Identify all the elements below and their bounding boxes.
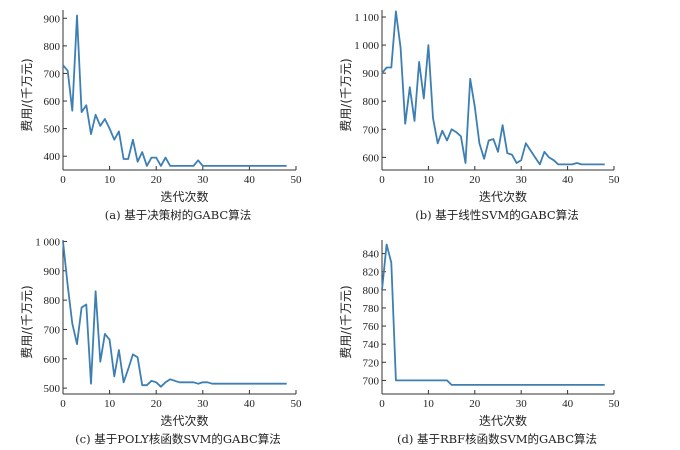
x-tick-label: 40 (244, 398, 256, 410)
y-tick-label: 600 (44, 354, 61, 366)
y-tick-label: 900 (363, 68, 380, 80)
chart-caption: (d) 基于RBF核函数SVM的GABC算法 (397, 432, 597, 446)
y-tick-label: 700 (363, 124, 380, 136)
x-tick-label: 50 (291, 174, 303, 186)
y-tick-label: 820 (363, 267, 380, 279)
chart-panel-1: 0 10 20 30 40 50 600 700 800 900 1 000 1 100 迭代次数 费用/… (339, 10, 620, 222)
y-tick-label: 720 (363, 357, 380, 369)
x-tick-label: 40 (562, 398, 574, 410)
x-tick-label: 40 (244, 174, 256, 186)
y-tick-label: 500 (44, 124, 61, 136)
series-line (381, 10, 605, 166)
x-tick-label: 50 (609, 174, 621, 186)
x-tick-label: 10 (423, 398, 435, 410)
x-axis-label: 迭代次数 (479, 413, 527, 428)
series-line (62, 241, 287, 388)
x-tick-label: 30 (197, 398, 209, 410)
y-tick-label: 840 (363, 249, 380, 261)
y-tick-label: 600 (44, 96, 61, 108)
y-tick-label: 700 (44, 324, 61, 336)
x-tick-label: 30 (197, 174, 209, 186)
chart-panel-3: 0 10 20 30 40 50 700 720 740 760 780 800 820 840 迭代次数 费… (339, 240, 620, 446)
y-tick-label: 1 000 (35, 236, 60, 248)
chart-caption: (b) 基于线性SVM的GABC算法 (415, 208, 578, 222)
chart-panel-2: 0 10 20 30 40 50 500 600 700 800 900 1 000 迭代次数 费用/(千… (20, 236, 302, 446)
y-tick-label: 800 (363, 96, 380, 108)
y-tick-label: 900 (44, 266, 61, 278)
chart-panel-0: 0 10 20 30 40 50 400 500 600 700 800 900 迭代次数 费用/(千万元… (20, 10, 302, 222)
x-tick-label: 40 (562, 174, 574, 186)
x-tick-label: 50 (609, 398, 621, 410)
y-axis-label: 费用/(千万元) (339, 285, 353, 358)
y-tick-label: 700 (44, 68, 61, 80)
y-axis-label: 费用/(千万元) (20, 285, 34, 358)
x-axis-label: 迭代次数 (160, 189, 208, 204)
y-tick-label: 400 (44, 151, 61, 163)
y-tick-label: 780 (363, 303, 380, 315)
y-tick-label: 500 (44, 383, 61, 395)
y-tick-label: 600 (363, 152, 380, 164)
x-tick-label: 20 (151, 174, 163, 186)
x-tick-label: 50 (291, 398, 303, 410)
x-tick-label: 10 (423, 174, 435, 186)
x-tick-label: 10 (104, 398, 116, 410)
x-tick-label: 10 (104, 174, 116, 186)
y-tick-label: 800 (44, 41, 61, 53)
x-tick-label: 20 (151, 398, 163, 410)
series-line (381, 243, 605, 386)
x-tick-label: 0 (60, 398, 66, 410)
chart-caption: (c) 基于POLY核函数SVM的GABC算法 (75, 432, 281, 446)
series-line (62, 14, 287, 167)
y-axis-label: 费用/(千万元) (20, 58, 34, 131)
y-tick-label: 1 000 (354, 40, 379, 52)
y-tick-label: 760 (363, 321, 380, 333)
chart-caption: (a) 基于决策树的GABC算法 (105, 208, 251, 222)
x-axis-label: 迭代次数 (160, 413, 208, 428)
y-tick-label: 1 100 (354, 12, 379, 24)
y-tick-label: 740 (363, 339, 380, 351)
y-axis-label: 费用/(千万元) (339, 58, 353, 131)
x-axis-label: 迭代次数 (479, 189, 527, 204)
x-tick-label: 0 (379, 174, 385, 186)
y-tick-label: 900 (44, 13, 61, 25)
x-tick-label: 0 (379, 398, 385, 410)
x-tick-label: 0 (60, 174, 66, 186)
x-tick-label: 30 (516, 174, 528, 186)
y-tick-label: 700 (363, 375, 380, 387)
x-tick-label: 20 (469, 398, 481, 410)
x-tick-label: 30 (516, 398, 528, 410)
y-tick-label: 800 (44, 295, 61, 307)
x-tick-label: 20 (469, 174, 481, 186)
y-tick-label: 800 (363, 285, 380, 297)
